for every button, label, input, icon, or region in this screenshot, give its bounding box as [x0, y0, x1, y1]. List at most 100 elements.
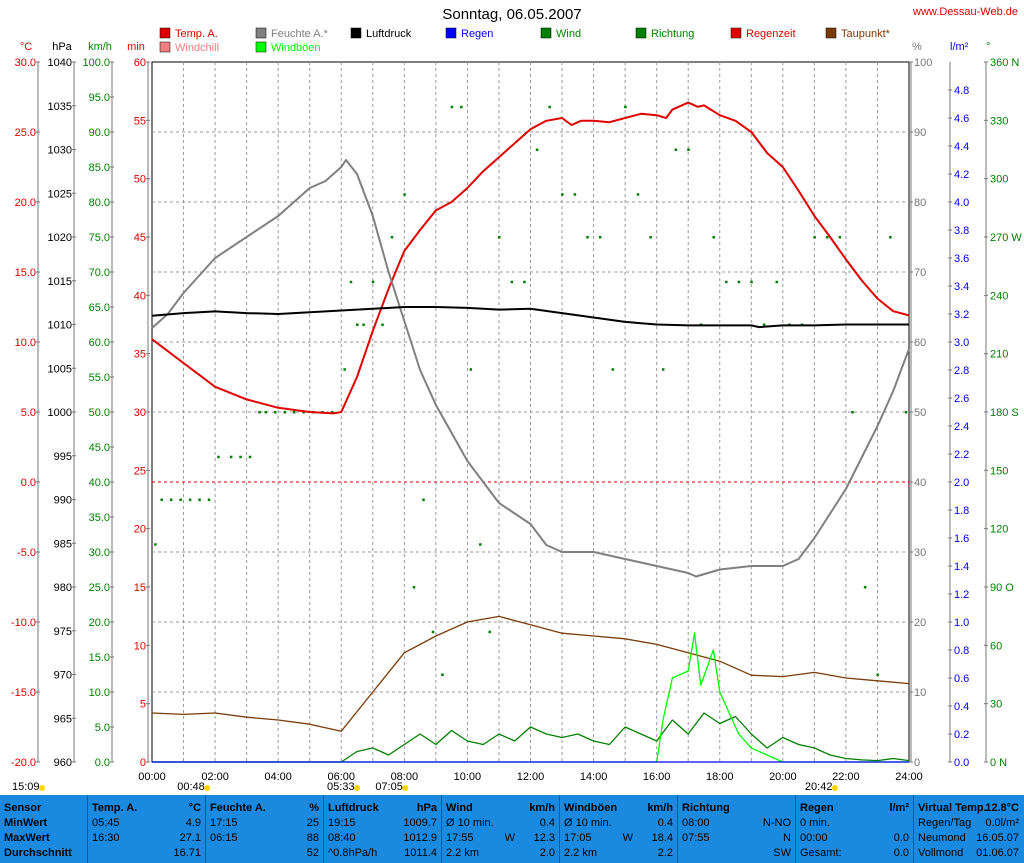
rain-tick-label: 0.6 — [954, 673, 969, 685]
direction-point — [460, 105, 463, 109]
footer-cell-label: 19:15 — [328, 817, 356, 829]
rain-tick-label: 0.8 — [954, 645, 969, 657]
rain_time-tick-label: 50 — [134, 174, 146, 186]
direction-point — [838, 236, 842, 239]
series-line — [151, 615, 910, 732]
sun-moon-label: 15:09 — [12, 781, 40, 793]
footer-separator — [205, 795, 206, 863]
pressure-tick-label: 1015 — [48, 276, 72, 288]
footer-cell-label: 17:55 — [446, 832, 474, 844]
humidity-tick-label: 60 — [914, 337, 926, 349]
direction-tick-label: 210 — [990, 349, 1008, 361]
footer-row: 08:00 N-NO — [682, 817, 791, 830]
footer-header: Richtung — [682, 802, 730, 814]
direction-point — [217, 455, 220, 459]
footer-cell-label: Ø 10 min. — [446, 817, 494, 829]
legend-label: Luftdruck — [366, 28, 412, 40]
footer-header: Windböen — [564, 802, 618, 814]
time-tick-label: 20:00 — [769, 771, 797, 783]
temp-tick-label: 25.0 — [15, 127, 36, 139]
humidity-tick-label: 80 — [914, 197, 926, 209]
sun-moon-label: 07:05 — [375, 781, 403, 793]
chart-title: Sonntag, 06.05.2007 — [442, 6, 582, 23]
footer-cell-value: 52 — [306, 847, 319, 859]
rain_time-tick-label: 15 — [134, 582, 146, 594]
rain_time-tick-label: 0 — [140, 757, 146, 769]
pressure-tick-label: 1010 — [48, 320, 72, 332]
wind-tick-label: 5.0 — [95, 722, 110, 734]
footer-row: 05:45 4.9 — [92, 817, 201, 830]
direction-point — [497, 236, 501, 239]
temp-tick-label: -5.0 — [17, 547, 36, 559]
wind-tick-label: 60.0 — [89, 337, 110, 349]
footer-column: Sensor MinWert MaxWert Durchschnitt — [4, 795, 86, 863]
direction-point — [712, 236, 715, 239]
direction-point — [302, 411, 305, 414]
direction-point — [624, 105, 627, 109]
grid — [151, 61, 910, 763]
direction-point — [674, 148, 678, 151]
footer-cell-label: Regen/Tag — [918, 817, 972, 829]
rain-tick-label: 4.0 — [954, 197, 969, 209]
temp-tick-label: 20.0 — [15, 197, 36, 209]
rain-tick-label: 1.6 — [954, 533, 969, 545]
footer-cell-label: 17:05 — [564, 832, 592, 844]
humidity-tick-label: 10 — [914, 687, 926, 699]
site-link[interactable]: www.Dessau-Web.de — [913, 6, 1018, 18]
time-tick-label: 06:00 — [327, 771, 355, 783]
footer-column: Wind km/h Ø 10 min. 0.4 17:55 W 12.3 2.2 km 2.0 — [446, 795, 558, 863]
direction-point — [573, 193, 577, 196]
rain_time-tick-label: 25 — [134, 465, 146, 477]
rain_time-tick-label: 5 — [140, 699, 146, 711]
direction-point — [229, 455, 233, 459]
footer-cell-dir: W — [504, 832, 515, 844]
time-tick-label: 02:00 — [201, 771, 229, 783]
direction-point — [904, 411, 908, 414]
footer-row: Gesamt: 0.0 — [800, 847, 909, 860]
rain-tick-label: 2.8 — [954, 365, 969, 377]
direction-point — [825, 236, 829, 239]
footer-cell-label: 07:55 — [682, 832, 710, 844]
direction-point — [813, 236, 816, 239]
legend-label: Richtung — [651, 28, 694, 40]
footer-row: Ø 10 min. 0.4 — [564, 817, 673, 830]
series-line — [151, 306, 909, 329]
direction-tick-label: 60 — [990, 640, 1002, 652]
footer-cell-value: 12.3 — [533, 832, 555, 844]
footer-cell-value: N-NO — [762, 817, 791, 829]
legend-swatch — [350, 27, 362, 39]
direction-point — [649, 236, 652, 239]
wind-tick-label: 40.0 — [89, 477, 110, 489]
footer-separator — [441, 795, 442, 863]
footer-row: Regen/Tag 0.0l/m² — [918, 817, 1019, 830]
footer-row: Neumond 16.05.07 — [918, 832, 1019, 845]
footer-cell-label: 2.2 km — [446, 847, 480, 859]
footer-header: Wind — [446, 802, 473, 814]
series-line — [152, 632, 909, 763]
legend-label: Temp. A. — [175, 28, 218, 40]
temp-tick-label: 5.0 — [21, 407, 36, 419]
footer-row: 16.71 — [92, 847, 201, 860]
time-tick-label: 18:00 — [706, 771, 734, 783]
rain-tick-label: 4.6 — [954, 113, 969, 125]
pressure-tick-label: 985 — [54, 538, 72, 550]
footer-separator — [795, 795, 796, 863]
direction-point — [510, 280, 514, 284]
pressure-tick-label: 1040 — [48, 57, 72, 69]
wind-tick-label: 10.0 — [89, 687, 110, 699]
direction-point — [169, 498, 173, 501]
footer-cell-value: 16.05.07 — [976, 832, 1019, 844]
footer-cell-label: 05:45 — [92, 817, 120, 829]
direction-tick-label: 180 S — [990, 407, 1019, 419]
time-tick-label: 22:00 — [832, 771, 860, 783]
legend-swatch — [540, 27, 552, 39]
temp-tick-label: 30.0 — [15, 57, 36, 69]
direction-point — [889, 236, 892, 239]
footer-header: Virtual Temp. — [918, 802, 987, 814]
footer-row: 17:55 W 12.3 — [446, 832, 555, 845]
rain-tick-label: 3.0 — [954, 337, 969, 349]
footer-cell-value: 0.4 — [657, 817, 673, 829]
direction-point — [561, 193, 564, 196]
pressure-tick-label: 1020 — [48, 232, 72, 244]
